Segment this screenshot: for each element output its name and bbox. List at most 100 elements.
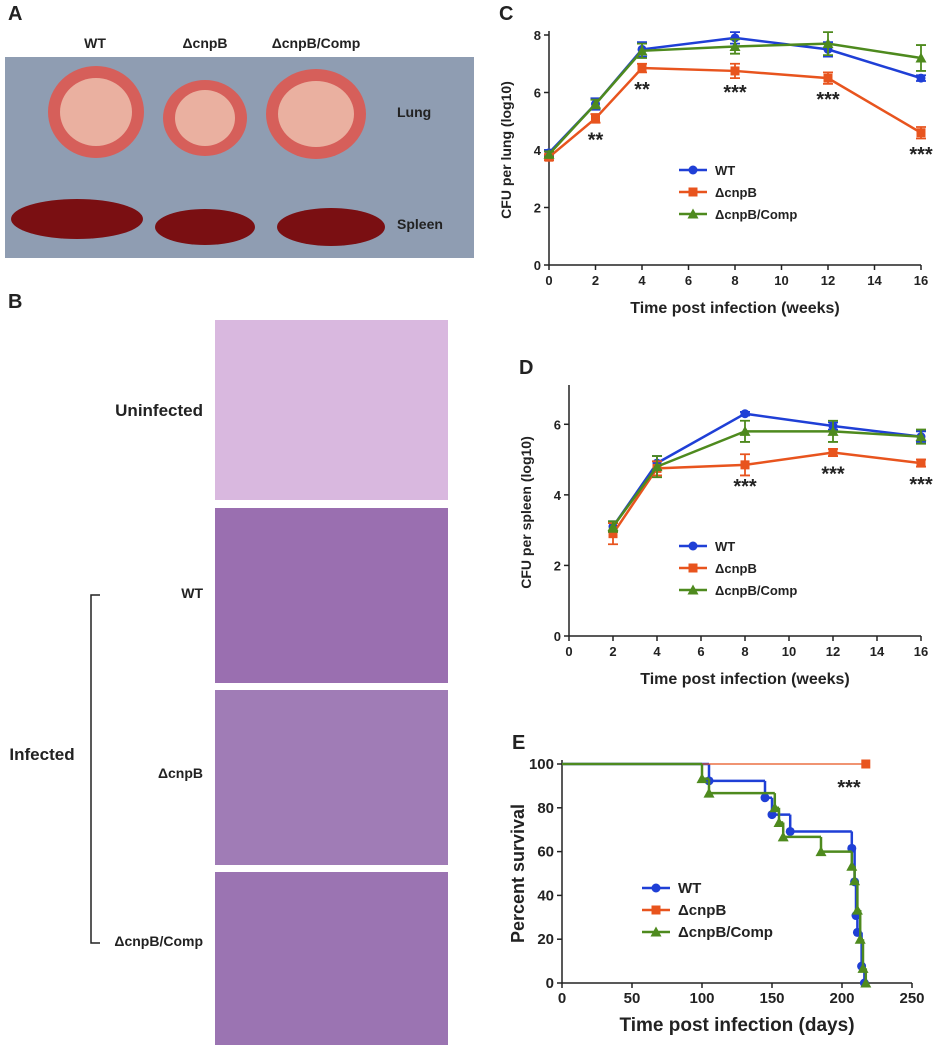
x-tick-label: 16 bbox=[914, 644, 928, 659]
marker bbox=[915, 52, 927, 63]
marker bbox=[916, 73, 926, 83]
marker bbox=[740, 409, 750, 419]
significance: *** bbox=[733, 476, 757, 498]
y-tick-label: 100 bbox=[529, 756, 554, 773]
histology-image bbox=[215, 872, 448, 1045]
legend-label: ΔcnpB bbox=[678, 902, 726, 919]
marker bbox=[650, 926, 662, 937]
panel-label: D bbox=[519, 357, 533, 379]
marker bbox=[739, 425, 751, 436]
panel-label: E bbox=[512, 732, 525, 754]
marker bbox=[857, 962, 869, 973]
x-tick-label: 14 bbox=[867, 273, 882, 288]
marker bbox=[607, 521, 619, 532]
x-tick-label: 6 bbox=[697, 644, 704, 659]
marker bbox=[687, 208, 699, 219]
y-tick-label: 4 bbox=[534, 143, 542, 158]
line bbox=[611, 430, 922, 528]
marker bbox=[637, 63, 647, 73]
significance: *** bbox=[723, 82, 747, 104]
x-tick-label: 0 bbox=[565, 644, 572, 659]
x-tick-label: 14 bbox=[870, 644, 885, 659]
marker bbox=[688, 165, 698, 175]
legend-label: WT bbox=[678, 880, 701, 897]
histology-image bbox=[215, 690, 448, 865]
legend-label: ΔcnpB bbox=[715, 561, 757, 576]
row-label: Uninfected bbox=[115, 401, 203, 420]
marker bbox=[773, 816, 785, 827]
significance: ** bbox=[634, 79, 650, 101]
row-label: ΔcnpB/Comp bbox=[114, 933, 203, 949]
x-tick-label: 10 bbox=[774, 273, 788, 288]
marker bbox=[854, 933, 866, 944]
x-tick-label: 2 bbox=[592, 273, 599, 288]
y-tick-label: 80 bbox=[537, 800, 554, 817]
significance: *** bbox=[909, 474, 933, 496]
x-tick-label: 16 bbox=[914, 273, 928, 288]
panel-label: B bbox=[8, 291, 22, 313]
significance: *** bbox=[821, 464, 845, 486]
x-tick-label: 6 bbox=[685, 273, 692, 288]
significance: ** bbox=[588, 129, 604, 151]
marker bbox=[827, 425, 839, 436]
y-tick-label: 0 bbox=[554, 629, 561, 644]
marker bbox=[828, 448, 838, 458]
bracket bbox=[90, 594, 100, 944]
marker bbox=[916, 458, 926, 468]
x-tick-label: 8 bbox=[741, 644, 748, 659]
x-tick-label: 200 bbox=[829, 990, 854, 1007]
marker bbox=[688, 187, 698, 197]
y-tick-label: 2 bbox=[534, 201, 541, 216]
y-tick-label: 4 bbox=[554, 488, 562, 503]
row-label: ΔcnpB bbox=[158, 765, 203, 781]
organ-photos bbox=[11, 66, 385, 246]
marker bbox=[729, 41, 741, 51]
legend-label: WT bbox=[715, 539, 735, 554]
marker bbox=[916, 128, 926, 138]
marker bbox=[688, 541, 698, 551]
marker bbox=[822, 38, 834, 49]
x-tick-label: 4 bbox=[638, 273, 646, 288]
y-tick-label: 2 bbox=[554, 558, 561, 573]
column-label: WT bbox=[84, 35, 106, 51]
y-tick-label: 60 bbox=[537, 844, 554, 861]
row-label: Spleen bbox=[397, 216, 443, 232]
marker bbox=[767, 810, 777, 820]
row-label: WT bbox=[181, 585, 203, 601]
marker bbox=[590, 98, 601, 109]
x-tick-label: 8 bbox=[731, 273, 738, 288]
line bbox=[548, 66, 922, 159]
column-label: ΔcnpB bbox=[182, 35, 227, 51]
y-tick-label: 6 bbox=[534, 86, 541, 101]
line bbox=[548, 42, 922, 156]
marker bbox=[861, 759, 871, 769]
marker bbox=[688, 563, 698, 573]
marker bbox=[860, 977, 872, 988]
y-tick-label: 40 bbox=[537, 887, 554, 904]
significance: *** bbox=[909, 144, 933, 166]
y-axis-title: CFU per spleen (log10) bbox=[518, 436, 534, 588]
legend-label: ΔcnpB/Comp bbox=[715, 207, 797, 222]
marker bbox=[849, 875, 861, 886]
x-tick-label: 50 bbox=[624, 990, 641, 1007]
legend-label: ΔcnpB bbox=[715, 185, 757, 200]
marker bbox=[846, 860, 858, 871]
marker bbox=[703, 787, 715, 798]
x-tick-label: 0 bbox=[545, 273, 552, 288]
y-axis-title: Percent survival bbox=[508, 804, 528, 943]
marker bbox=[591, 113, 600, 123]
marker bbox=[769, 802, 781, 813]
x-tick-label: 0 bbox=[558, 990, 566, 1007]
marker bbox=[815, 846, 827, 857]
marker bbox=[636, 45, 648, 56]
y-tick-label: 0 bbox=[534, 258, 541, 273]
panel-label: A bbox=[8, 3, 22, 25]
x-tick-label: 2 bbox=[609, 644, 616, 659]
row-label: Lung bbox=[397, 104, 431, 120]
marker bbox=[730, 66, 740, 76]
marker bbox=[543, 148, 555, 159]
panel-label: C bbox=[499, 3, 513, 25]
marker bbox=[851, 904, 863, 915]
marker bbox=[760, 793, 770, 803]
